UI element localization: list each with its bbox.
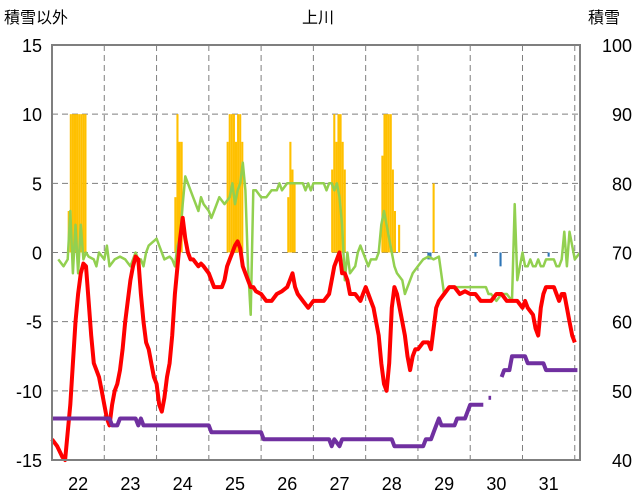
series-line — [499, 354, 578, 378]
x-tick-label: 29 — [434, 474, 454, 494]
bar — [73, 114, 77, 253]
bar — [331, 169, 334, 253]
bar — [335, 141, 338, 253]
grid-lines — [52, 45, 580, 460]
left-tick-label: 5 — [32, 174, 42, 194]
series-line — [52, 402, 484, 449]
bar — [385, 114, 388, 253]
left-tick-label: 0 — [32, 244, 42, 264]
right-tick-label: 60 — [612, 313, 632, 333]
x-tick-label: 26 — [277, 474, 297, 494]
series-line — [57, 161, 581, 317]
bar — [293, 183, 296, 253]
x-tick-label: 22 — [68, 474, 88, 494]
x-tick-label: 28 — [382, 474, 402, 494]
bar — [499, 252, 502, 267]
bar — [80, 114, 83, 253]
x-tick-label: 31 — [539, 474, 559, 494]
bar — [383, 114, 386, 253]
chart-title: 上川 — [302, 8, 334, 27]
bar — [84, 114, 87, 253]
x-tick-label: 24 — [173, 474, 193, 494]
right-tick-label: 70 — [612, 244, 632, 264]
bar — [291, 169, 294, 253]
left-tick-label: 15 — [22, 36, 42, 56]
bar — [547, 252, 550, 257]
bar — [474, 252, 477, 257]
x-tick-label: 27 — [330, 474, 350, 494]
right-tick-label: 50 — [612, 382, 632, 402]
left-tick-label: -15 — [16, 451, 42, 471]
bar — [398, 224, 401, 253]
bar — [176, 114, 179, 253]
bar — [71, 114, 74, 253]
left-tick-label: -5 — [26, 313, 42, 333]
right-tick-label: 40 — [612, 451, 632, 471]
bar — [387, 114, 390, 253]
series-line — [50, 215, 577, 462]
line-series — [50, 161, 581, 462]
bar — [429, 252, 432, 260]
bar — [228, 114, 231, 253]
bar — [178, 141, 181, 253]
bar — [287, 197, 290, 253]
bar — [341, 141, 344, 253]
bar — [343, 169, 346, 253]
x-tick-label: 30 — [486, 474, 506, 494]
bar — [241, 141, 244, 253]
bar — [69, 114, 72, 253]
bar — [337, 114, 340, 253]
bar — [232, 114, 235, 253]
bar — [432, 183, 435, 253]
right-tick-label: 90 — [612, 105, 632, 125]
right-tick-label: 100 — [602, 36, 632, 56]
left-axis-label: 積雪以外 — [4, 8, 68, 27]
x-tick-label: 23 — [120, 474, 140, 494]
bar — [333, 114, 336, 253]
bar — [289, 141, 292, 253]
bar — [381, 155, 384, 253]
bar-series — [67, 114, 550, 267]
left-tick-label: 10 — [22, 105, 42, 125]
bar — [76, 114, 79, 253]
bar — [78, 114, 81, 253]
bar — [226, 141, 229, 253]
x-tick-label: 25 — [225, 474, 245, 494]
right-axis-label: 積雪 — [588, 8, 620, 27]
bar — [389, 114, 392, 253]
bar — [393, 211, 396, 253]
bar — [82, 114, 85, 253]
bar — [339, 114, 342, 253]
right-tick-label: 80 — [612, 174, 632, 194]
bar — [174, 197, 177, 253]
left-tick-label: -10 — [16, 382, 42, 402]
plot-frame — [51, 44, 581, 461]
bar — [391, 169, 394, 253]
bar — [180, 141, 183, 253]
bar — [237, 114, 240, 253]
